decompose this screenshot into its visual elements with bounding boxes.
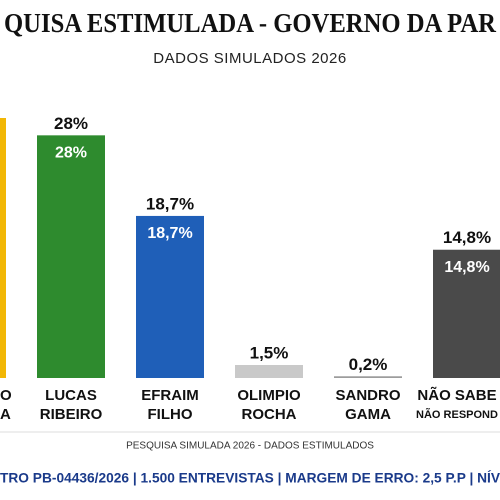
value-label-inside: 18,7% <box>147 225 192 242</box>
x-tick-label: FILHO <box>148 406 193 423</box>
bar <box>136 215 204 378</box>
bar <box>334 376 402 378</box>
x-tick-label: NÃO RESPOND <box>416 408 498 421</box>
x-tick-label: ROCHA <box>242 406 297 423</box>
footnote: PESQUISA SIMULADA 2026 - DADOS ESTIMULAD… <box>126 441 374 452</box>
value-label-inside: 28% <box>55 145 87 162</box>
x-tick-label: EFRAIM <box>141 387 199 404</box>
bar <box>433 249 500 378</box>
value-label: 0,2% <box>349 355 388 374</box>
chart-title: QUISA ESTIMULADA - GOVERNO DA PAR <box>4 8 496 38</box>
x-tick-label: A <box>0 406 11 423</box>
x-tick-label: OLIMPIO <box>237 387 301 404</box>
value-label: 1,5% <box>250 343 289 362</box>
chart-subtitle: DADOS SIMULADOS 2026 <box>153 50 346 67</box>
value-label: 28% <box>54 114 88 133</box>
registry: TRO PB-04436/2026 | 1.500 ENTREVISTAS | … <box>0 470 500 486</box>
x-tick-label: O <box>0 387 12 404</box>
x-tick-label: LUCAS <box>45 387 97 404</box>
x-tick-label: SANDRO <box>335 387 400 404</box>
x-tick-label: GAMA <box>345 406 391 423</box>
bar <box>37 135 105 378</box>
bar <box>235 365 303 378</box>
value-label: 18,7% <box>146 194 194 213</box>
value-label: 14,8% <box>443 228 491 247</box>
bar <box>0 118 6 378</box>
x-tick-label: NÃO SABE <box>417 386 496 404</box>
x-tick-label: RIBEIRO <box>40 406 103 423</box>
value-label-inside: 14,8% <box>444 259 489 276</box>
